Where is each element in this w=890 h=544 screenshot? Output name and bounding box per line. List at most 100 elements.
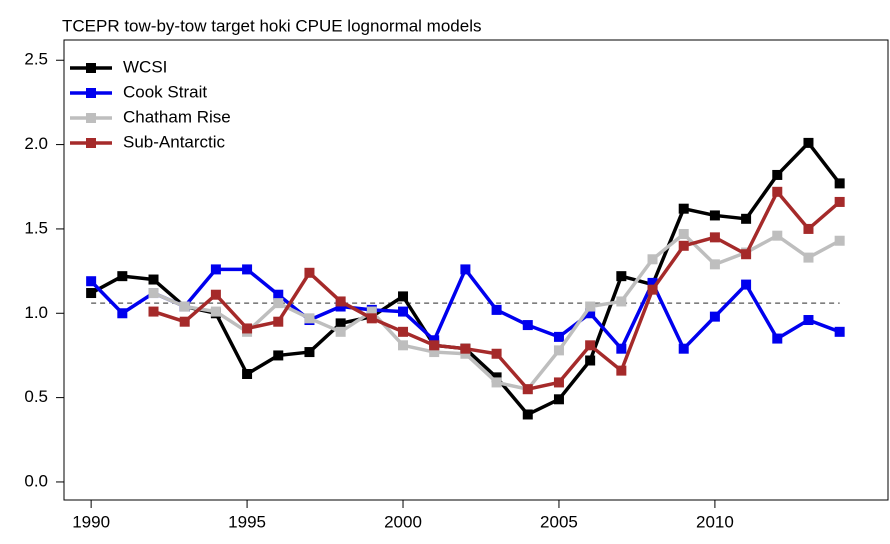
series-marker <box>273 316 284 327</box>
series-marker <box>242 368 253 379</box>
series-marker <box>366 306 377 317</box>
series-marker <box>709 311 720 322</box>
series-marker <box>709 210 720 221</box>
series-marker <box>772 230 783 241</box>
x-tick-label: 1990 <box>72 512 110 531</box>
series-marker <box>398 291 409 302</box>
series-marker <box>772 333 783 344</box>
series-marker <box>585 301 596 312</box>
series-marker <box>803 315 814 326</box>
series-marker <box>616 343 627 354</box>
series-marker <box>86 276 97 287</box>
series-marker <box>273 298 284 309</box>
legend-marker <box>86 88 96 98</box>
series-marker <box>491 304 502 315</box>
series-marker <box>585 340 596 351</box>
series-marker <box>460 264 471 275</box>
series-marker <box>304 347 315 358</box>
series-marker <box>553 345 564 356</box>
series-marker <box>741 249 752 260</box>
series-marker <box>460 343 471 354</box>
series-marker <box>491 372 502 383</box>
series-marker <box>834 196 845 207</box>
series-marker <box>678 228 689 239</box>
y-tick-label: 2.0 <box>24 134 48 153</box>
series-marker <box>335 296 346 307</box>
series-marker <box>242 264 253 275</box>
series-marker <box>398 340 409 351</box>
plot-frame <box>63 39 889 501</box>
series-marker <box>678 240 689 251</box>
series-marker <box>741 279 752 290</box>
series-marker <box>335 326 346 337</box>
series-marker <box>429 335 440 346</box>
y-tick-label: 2.5 <box>24 50 48 69</box>
series-marker <box>366 313 377 324</box>
series-marker <box>522 384 533 395</box>
series-marker <box>522 409 533 420</box>
x-tick-label: 2005 <box>540 512 578 531</box>
series-marker <box>179 316 190 327</box>
series-marker <box>86 288 97 299</box>
series-marker <box>585 355 596 366</box>
series-marker <box>772 186 783 197</box>
series-marker <box>616 271 627 282</box>
series-marker <box>709 232 720 243</box>
legend-marker <box>86 138 96 148</box>
series-marker <box>179 301 190 312</box>
series-marker <box>335 301 346 312</box>
series-marker <box>678 343 689 354</box>
series-marker <box>709 259 720 270</box>
series-marker <box>117 271 128 282</box>
series-marker <box>585 308 596 319</box>
series-marker <box>117 308 128 319</box>
series-marker <box>616 365 627 376</box>
y-tick-label: 1.0 <box>24 303 48 322</box>
series-marker <box>522 320 533 331</box>
legend-label: Cook Strait <box>123 82 207 101</box>
series-marker <box>335 318 346 329</box>
series-marker <box>834 178 845 189</box>
y-tick-label: 0.5 <box>24 387 48 406</box>
series-marker <box>741 213 752 224</box>
series-marker <box>647 284 658 295</box>
legend-marker <box>86 63 96 73</box>
series-marker <box>210 264 221 275</box>
series-marker <box>834 326 845 337</box>
y-tick-label: 1.5 <box>24 218 48 237</box>
series-marker <box>834 235 845 246</box>
series-marker <box>647 277 658 288</box>
series-marker <box>429 340 440 351</box>
series-marker <box>148 288 159 299</box>
series-marker <box>304 267 315 278</box>
series-marker <box>429 347 440 358</box>
series-marker <box>148 274 159 285</box>
series-marker <box>616 296 627 307</box>
series-marker <box>148 306 159 317</box>
series-marker <box>553 377 564 388</box>
x-tick-label: 2010 <box>696 512 734 531</box>
series-marker <box>803 137 814 148</box>
series-marker <box>491 377 502 388</box>
y-tick-label: 0.0 <box>24 471 48 490</box>
series-line <box>152 190 841 391</box>
series-marker <box>460 348 471 359</box>
legend-label: Chatham Rise <box>123 107 231 126</box>
series-marker <box>398 326 409 337</box>
series-line <box>90 141 842 417</box>
x-tick-label: 1995 <box>228 512 266 531</box>
x-tick-label: 2000 <box>384 512 422 531</box>
series-marker <box>772 169 783 180</box>
series-marker <box>304 313 315 324</box>
series-marker <box>273 350 284 361</box>
series-marker <box>803 223 814 234</box>
series-marker <box>491 348 502 359</box>
legend-marker <box>86 113 96 123</box>
series-marker <box>273 289 284 300</box>
series-marker <box>242 323 253 334</box>
legend-label: WCSI <box>123 57 167 76</box>
series-marker <box>553 394 564 405</box>
chart-title: TCEPR tow-by-tow target hoki CPUE lognor… <box>62 16 481 35</box>
series-marker <box>553 331 564 342</box>
